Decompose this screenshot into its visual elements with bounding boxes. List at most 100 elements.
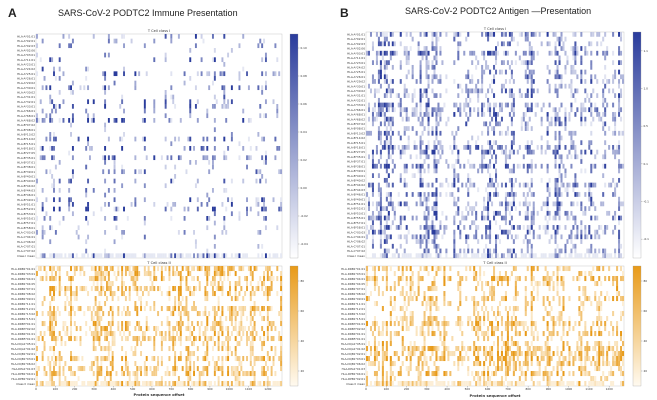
heatmap-cell [403,253,406,259]
heatmap-cell [487,281,490,287]
heatmap-cell [405,46,408,51]
heatmap-cell [544,266,547,272]
heatmap-cell [495,187,498,193]
heatmap-cell [473,296,476,302]
heatmap-cell [264,99,267,105]
heatmap-cell [489,253,492,259]
heatmap-cell [431,206,434,211]
heatmap-cell [437,346,440,352]
heatmap-cell [522,154,525,160]
heatmap-cell [427,126,430,131]
heatmap-cell [377,361,380,367]
heatmap-cell [423,159,426,164]
heatmap-cell [107,253,110,259]
row-label: Class I mean [17,254,35,258]
heatmap-cell [558,154,561,160]
heatmap-cell [367,196,371,202]
heatmap-cell [483,291,486,297]
heatmap-cell [487,225,490,230]
heatmap-cell [570,351,573,357]
heatmap-cell [516,351,519,357]
heatmap-cell [181,296,184,302]
heatmap-cell [526,88,529,94]
heatmap-cell [528,229,531,235]
row-label: HLA-A*11:01 [347,56,365,60]
heatmap-cell [594,291,597,297]
heatmap-cell [113,336,116,342]
heatmap-cell [189,136,192,142]
heatmap-cell [397,321,400,327]
heatmap-cell [524,210,527,216]
heatmap-cell [506,276,509,282]
heatmap-cell [498,271,501,277]
heatmap-cell [37,266,40,272]
heatmap-cell [36,216,38,221]
heatmap-cell [580,206,583,211]
heatmap-cell [427,296,430,302]
heatmap-cell [532,210,535,216]
heatmap-cell [399,112,402,117]
heatmap-cell [423,192,426,197]
heatmap-cell [546,116,549,122]
heatmap-cell [371,173,374,179]
heatmap-cell [508,32,511,37]
heatmap-cell [51,376,54,382]
heatmap-cell [560,177,563,183]
heatmap-cell [264,286,267,292]
heatmap-cell [520,32,523,37]
heatmap-cell [429,356,432,362]
heatmap-cell [512,341,515,347]
heatmap-cell [234,286,237,292]
heatmap-cell [598,32,601,37]
heatmap-cell [542,301,545,307]
heatmap-cell [189,108,192,114]
heatmap-cell [389,126,392,131]
heatmap-cell [421,351,424,357]
row-label: HLA-DRB1*04:01 [341,277,365,281]
heatmap-cell [483,361,486,367]
heatmap-cell [506,102,509,108]
heatmap-cell [431,326,434,332]
heatmap-cell [58,291,61,297]
heatmap-cell [54,341,57,347]
heatmap-cell [181,276,184,282]
heatmap-cell [138,296,141,302]
heatmap-cell [556,361,559,367]
heatmap-cell [592,116,595,122]
heatmap-cell [536,371,539,377]
heatmap-cell [508,149,511,155]
heatmap-cell [58,220,61,226]
heatmap-cell [471,182,474,188]
heatmap-cell [608,331,611,337]
heatmap-cell [524,356,527,362]
heatmap-cell [104,178,107,184]
heatmap-cell [160,155,163,161]
heatmap-cell [236,296,239,302]
heatmap-cell [524,351,527,357]
heatmap-cell [211,34,214,39]
heatmap-cell [115,381,118,387]
heatmap-cell [564,107,567,113]
heatmap-cell [257,244,260,249]
heatmap-cell [600,321,603,327]
heatmap-cell [83,366,86,372]
heatmap-cell [109,376,112,382]
heatmap-cell [510,102,513,108]
heatmap-cell [586,331,589,337]
heatmap-cell [572,46,575,51]
heatmap-cell [94,356,97,362]
heatmap-cell [417,371,420,377]
heatmap-cell [157,253,160,259]
heatmap-cell [435,206,438,211]
heatmap-cell [411,351,414,357]
heatmap-cell [170,216,173,221]
heatmap-cell [51,108,54,114]
heatmap-cell [431,281,434,287]
heatmap-cell [225,104,228,109]
heatmap-cell [106,271,108,277]
heatmap-cell [431,64,434,70]
heatmap-cell [87,99,90,105]
heatmap-cell [453,60,456,66]
heatmap-cell [596,93,599,98]
heatmap-cell [126,306,129,312]
